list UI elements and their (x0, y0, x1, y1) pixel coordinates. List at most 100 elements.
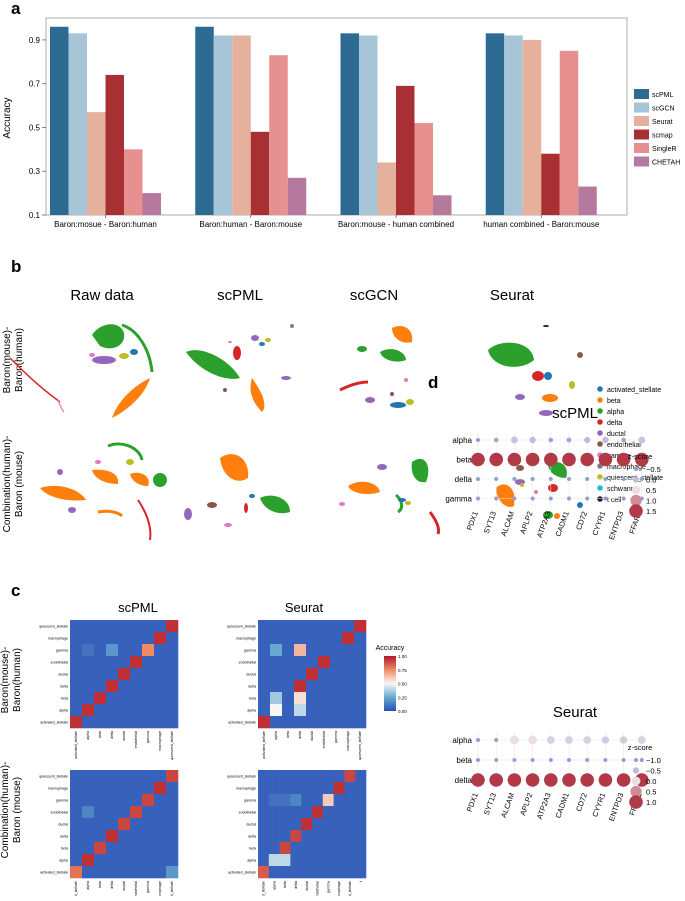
heatmap-cell (270, 644, 283, 657)
heatmap-cell (282, 716, 295, 729)
dotplot-dot (548, 477, 553, 481)
y-tick-label: 0.3 (29, 167, 41, 176)
umap-legend-dot-schwann (597, 485, 603, 491)
heatmap-cell (355, 770, 367, 783)
dotplot-gene-label: ALCAM (499, 792, 516, 819)
heatmap-cell (258, 704, 271, 717)
heatmap-cell (130, 818, 143, 831)
heatmap-cell (70, 806, 83, 819)
heatmap-row-label: gamma (244, 649, 256, 653)
dotplot-dot (471, 773, 485, 787)
heatmap-col-label: quiescent_stellate (170, 731, 174, 760)
heatmap-cell (154, 830, 167, 843)
legend-label-scPML: scPML (652, 92, 674, 99)
heatmap-col-label: alpha (86, 881, 90, 890)
svg-text:Baron(human): Baron(human) (12, 648, 23, 712)
heatmap-cell (258, 620, 271, 633)
heatmap-cell (342, 644, 355, 657)
heatmap-cell (301, 866, 313, 879)
heatmap-cell (258, 806, 270, 819)
heatmap-row-label: ductal (246, 673, 256, 677)
heatmap-cell (330, 692, 343, 705)
heatmap-cell (118, 830, 131, 843)
umap-legend-dot-quiescent_stellate (597, 474, 603, 480)
heatmap-cell (154, 854, 167, 867)
heatmap-cell (355, 818, 367, 831)
dotplot-legend-label: 0.5 (646, 486, 656, 495)
heatmap-cell (106, 680, 119, 693)
heatmap-cell (82, 842, 95, 855)
heatmap-cell (154, 794, 167, 807)
dotplot-dot (639, 758, 644, 762)
dotplot-dot (510, 436, 518, 444)
heatmap-cell (306, 668, 319, 681)
heatmap-row-label: quiescent_stellate (39, 775, 68, 779)
heatmap-cell (94, 782, 107, 795)
heatmap-cell (333, 782, 345, 795)
legend-swatch-scGCN (634, 102, 649, 113)
bar-CHETAH-1 (287, 177, 307, 215)
heatmap-row-label: quiescent_stellate (227, 625, 256, 629)
heatmap-cell (342, 632, 355, 645)
dotplot-legend-label: 0.5 (646, 788, 656, 797)
panel-label-b: b (11, 257, 21, 276)
heatmap-cell (106, 794, 119, 807)
heatmap-cell (142, 680, 155, 693)
dotplot-dot (512, 477, 517, 481)
heatmap-cell (142, 668, 155, 681)
heatmap-cell (106, 620, 119, 633)
heatmap-cell (142, 644, 155, 657)
umap-scgcn-row1 (339, 325, 414, 408)
heatmap-cell (282, 680, 295, 693)
heatmap-cell (354, 668, 367, 681)
colorbar-tick-label: 0.75 (398, 668, 407, 673)
heatmap-cell (268, 782, 280, 795)
heatmap-cell (154, 668, 167, 681)
dotplot-dot (528, 735, 537, 745)
dotplot-dot (601, 736, 610, 744)
heatmap-cell (318, 644, 331, 657)
colorbar: Accuracy 1.00 0.75 0.50 0.25 0.00 (376, 645, 408, 714)
heatmap-cell (294, 716, 307, 729)
heatmap-col-label: macrophage (337, 881, 341, 896)
dotplot-dot (544, 452, 558, 467)
dotplot-legend-label: −0.5 (646, 465, 661, 474)
heatmap-row-label: quiescent_stellate (39, 625, 68, 629)
dotplot-dot (476, 438, 480, 442)
heatmap-cell (312, 770, 324, 783)
heatmap-cell (166, 866, 179, 879)
heatmap-cell (258, 692, 271, 705)
heatmap-cell (306, 692, 319, 705)
svg-text:Baron(human): Baron(human) (14, 328, 25, 392)
colorbar-tick-label: 0.25 (398, 695, 407, 700)
heatmap-cell (130, 644, 143, 657)
heatmap-cell (318, 704, 331, 717)
heatmap-cell (279, 818, 291, 831)
heatmap-cell (268, 818, 280, 831)
dotplot-dot (471, 452, 485, 467)
heatmap-row-label: endothelial (51, 811, 69, 815)
heatmap-cell (354, 632, 367, 645)
svg-text:Baron (mouse): Baron (mouse) (14, 451, 25, 517)
heatmap-cell (322, 818, 334, 831)
heatmap-cell (118, 692, 131, 705)
heatmap-cell (70, 818, 83, 831)
dotplot-dot (584, 437, 591, 443)
heatmap-cell (154, 680, 167, 693)
heatmap-cell (282, 632, 295, 645)
dotplot-dot (603, 477, 608, 481)
row-label-c1: Baron(mouse)- Baron(human) (0, 647, 23, 714)
heatmap-cell (82, 830, 95, 843)
heatmap-cell (268, 830, 280, 843)
legend-label-scmap: scmap (652, 133, 673, 140)
heatmap-cell (142, 794, 155, 807)
dotplot-dot (562, 773, 576, 787)
plot-frame (45, 17, 628, 216)
heatmap-title-scpml: scPML (118, 600, 158, 615)
heatmap-cell (301, 782, 313, 795)
dotplot-dot (476, 738, 480, 742)
dotplot-dot (567, 758, 571, 762)
bar-scPML-0 (50, 26, 69, 216)
heatmap-cell (130, 770, 143, 783)
heatmap-cell (70, 632, 83, 645)
